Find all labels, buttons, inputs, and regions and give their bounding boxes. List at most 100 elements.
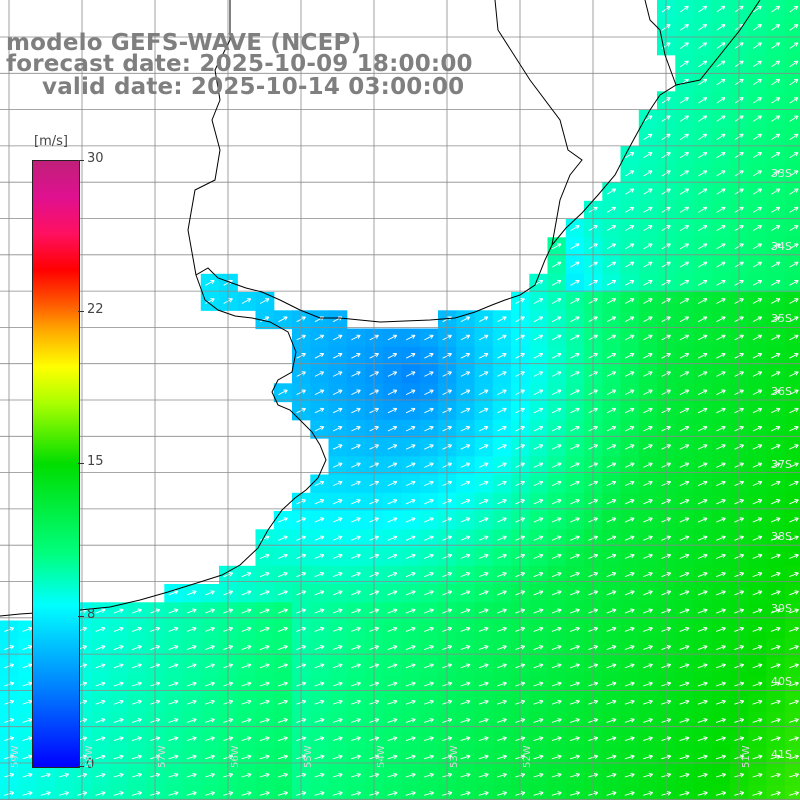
wind-cell: [474, 784, 494, 800]
wind-arrow: [314, 517, 325, 523]
wind-arrow: [551, 572, 562, 578]
wind-cell: [711, 711, 731, 731]
wind-arrow: [168, 681, 179, 687]
wind-arrow: [570, 298, 580, 304]
wind-cell: [511, 419, 530, 439]
wind-arrow: [570, 407, 580, 414]
wind-arrow: [752, 206, 763, 213]
wind-arrow: [551, 791, 562, 796]
wind-cell: [638, 419, 658, 439]
wind-arrow: [570, 371, 580, 377]
wind-arrow: [606, 206, 617, 213]
colorbar: [32, 160, 80, 768]
wind-arrow: [350, 699, 361, 705]
wind-cell: [711, 565, 731, 585]
lon-label: 56W: [230, 745, 241, 768]
wind-arrow: [168, 699, 179, 705]
wind-cell: [711, 200, 731, 220]
wind-arrow: [698, 24, 708, 31]
wind-arrow: [58, 772, 70, 778]
wind-cell: [292, 565, 311, 585]
wind-arrow: [533, 772, 544, 778]
wind-arrow: [752, 699, 763, 705]
wind-cell: [784, 18, 800, 38]
wind-arrow: [624, 608, 635, 614]
wind-arrow: [405, 699, 416, 705]
wind-arrow: [715, 718, 726, 723]
wind-cell: [675, 784, 695, 800]
wind-cell: [657, 419, 676, 439]
wind-arrow: [241, 699, 252, 705]
wind-arrow: [277, 699, 288, 705]
wind-arrow: [332, 553, 343, 559]
wind-cell: [529, 748, 549, 768]
wind-arrow: [204, 699, 215, 705]
wind-arrow: [351, 608, 361, 614]
wind-arrow: [95, 645, 106, 651]
wind-cell: [456, 565, 476, 585]
wind-arrow: [168, 645, 179, 651]
wind-cell: [529, 711, 549, 731]
wind-cell: [565, 346, 585, 366]
wind-arrow: [241, 626, 252, 632]
wind-cell: [638, 237, 658, 257]
wind-arrow: [643, 206, 653, 213]
wind-arrow: [624, 736, 635, 742]
wind-arrow: [423, 754, 435, 760]
wind-arrow: [789, 316, 799, 323]
wind-cell: [784, 36, 800, 56]
wind-arrow: [716, 152, 726, 159]
wind-arrow: [771, 78, 781, 86]
wind-arrow: [405, 389, 416, 396]
wind-cell: [784, 784, 800, 800]
wind-cell: [748, 711, 768, 731]
wind-arrow: [770, 280, 781, 286]
wind-arrow: [679, 444, 690, 450]
wind-arrow: [643, 608, 653, 614]
wind-arrow: [278, 645, 288, 651]
wind-arrow: [460, 681, 471, 687]
wind-cell: [164, 748, 184, 768]
wind-arrow: [460, 371, 471, 377]
wind-cell: [474, 310, 494, 330]
wind-cell: [492, 456, 512, 476]
wind-arrow: [551, 590, 562, 596]
wind-cell: [310, 310, 330, 330]
wind-arrow: [679, 206, 690, 213]
title-model: modelo GEFS-WAVE (NCEP): [6, 30, 362, 56]
wind-arrow: [95, 754, 106, 760]
wind-arrow: [533, 462, 544, 468]
wind-arrow: [405, 736, 416, 742]
wind-arrow: [679, 280, 690, 286]
wind-cell: [565, 565, 585, 585]
wind-cell: [346, 602, 366, 622]
wind-cell: [675, 0, 695, 19]
wind-arrow: [533, 681, 544, 687]
wind-arrow: [697, 444, 708, 450]
wind-arrow: [697, 681, 708, 687]
wind-cell: [766, 310, 786, 330]
wind-cell: [456, 602, 476, 622]
wind-cell: [328, 784, 348, 800]
wind-cell: [766, 784, 786, 800]
wind-arrow: [351, 389, 361, 396]
wind-cell: [292, 310, 311, 330]
wind-cell: [401, 419, 421, 439]
wind-arrow: [241, 590, 252, 596]
wind-arrow: [460, 499, 471, 505]
wind-arrow: [570, 243, 580, 250]
wind-cell: [620, 784, 640, 800]
wind-arrow: [697, 371, 708, 377]
wind-cell: [620, 748, 640, 768]
wind-cell: [693, 18, 713, 38]
wind-arrow: [314, 754, 325, 760]
wind-arrow: [697, 736, 708, 742]
wind-arrow: [752, 78, 762, 86]
wind-cell: [675, 711, 695, 731]
wind-arrow: [679, 736, 690, 742]
wind-arrow: [314, 608, 325, 614]
wind-cell: [584, 456, 603, 476]
wind-arrow: [606, 261, 617, 268]
wind-arrow: [405, 754, 416, 760]
wind-arrow: [405, 480, 416, 487]
